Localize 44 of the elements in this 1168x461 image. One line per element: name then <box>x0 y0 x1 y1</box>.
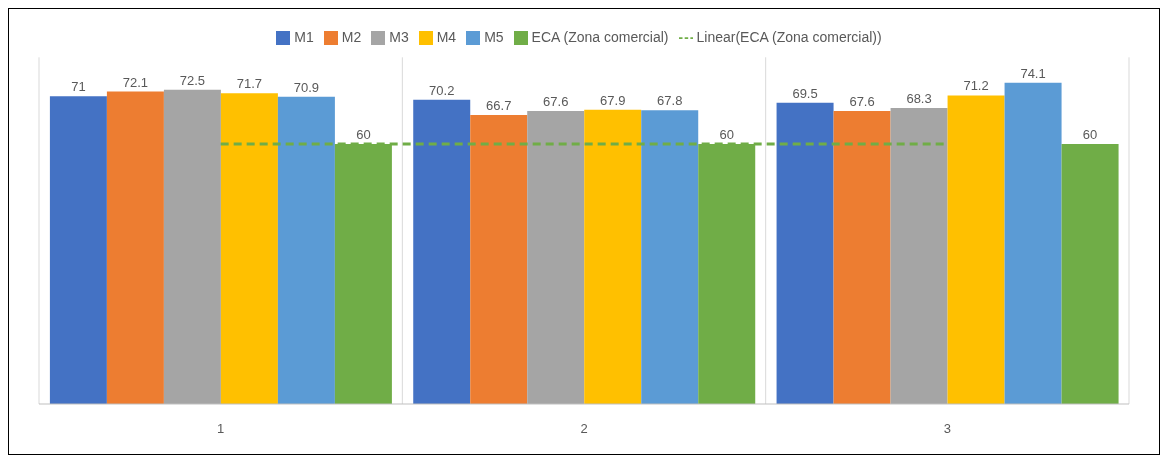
legend-label: M4 <box>436 29 457 45</box>
bar <box>641 110 699 404</box>
x-tick-label: 1 <box>217 421 225 437</box>
bar <box>49 96 107 404</box>
bar <box>833 111 891 404</box>
data-label: 70.2 <box>429 82 455 98</box>
bar <box>1004 82 1062 404</box>
bar <box>220 93 278 404</box>
data-label: 72.1 <box>122 74 149 90</box>
legend-label: M5 <box>484 29 504 45</box>
x-tick-label: 2 <box>580 421 588 437</box>
data-label: 69.5 <box>792 85 818 101</box>
data-label: 67.9 <box>600 92 626 108</box>
bar <box>277 96 335 404</box>
bar <box>163 89 221 404</box>
data-label: 67.8 <box>657 93 683 109</box>
data-label: 71 <box>71 79 86 95</box>
data-label: 71.7 <box>236 76 263 92</box>
bar <box>890 108 948 404</box>
bar <box>527 111 585 404</box>
x-tick-label: 3 <box>943 421 951 437</box>
data-label: 60 <box>1082 126 1098 142</box>
data-label: 60 <box>356 126 371 142</box>
data-label: 67.6 <box>543 94 569 110</box>
bar <box>776 102 834 404</box>
data-label: 60 <box>719 126 734 142</box>
legend-label: M3 <box>389 29 409 45</box>
data-label: 74.1 <box>1020 65 1046 81</box>
bar <box>584 109 642 404</box>
legend-label: M1 <box>294 29 314 45</box>
legend-label: ECA (Zona comercial) <box>531 29 669 45</box>
bar <box>413 99 471 404</box>
bar <box>106 91 164 404</box>
data-label: 70.9 <box>293 79 320 95</box>
data-label: 66.7 <box>486 97 512 113</box>
data-label: 67.6 <box>849 94 875 110</box>
data-label: 72.5 <box>179 72 206 88</box>
bar <box>470 114 528 404</box>
legend-label: M2 <box>341 29 362 45</box>
legend-label: Linear(ECA (Zona comercial)) <box>696 29 882 45</box>
bar <box>1061 143 1119 404</box>
data-label: 68.3 <box>906 91 932 106</box>
data-label: 71.2 <box>963 78 989 94</box>
bar <box>947 95 1005 404</box>
